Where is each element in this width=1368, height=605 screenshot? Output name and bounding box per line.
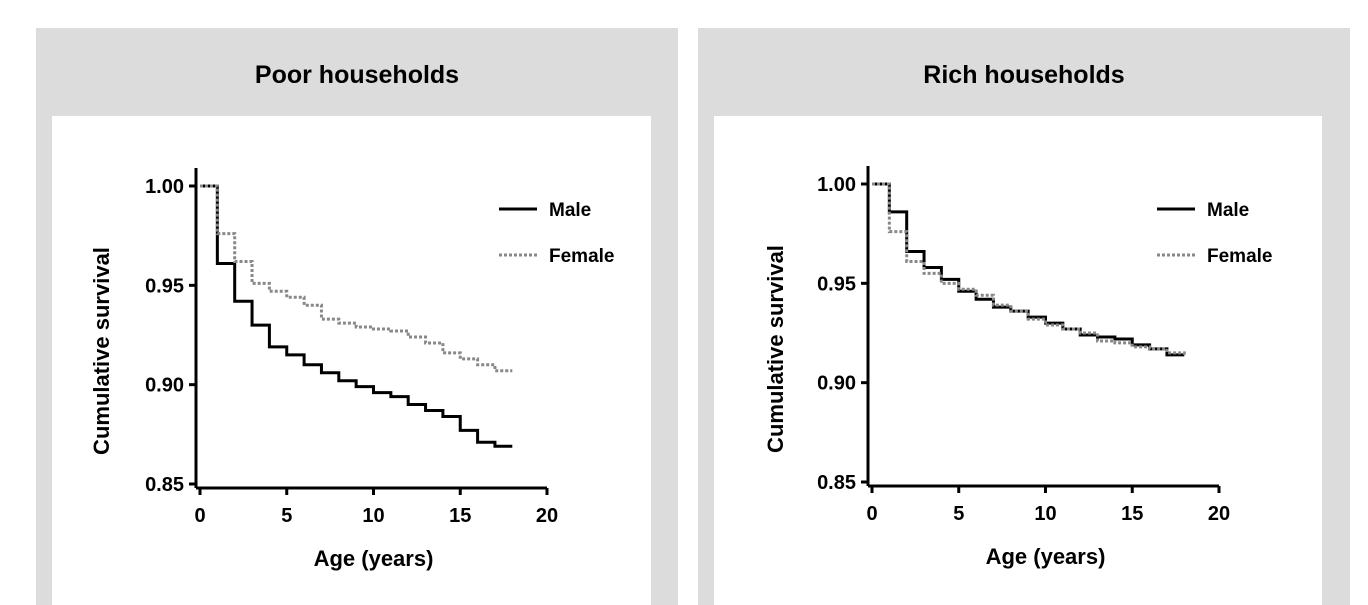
plot-area: 0 5 10 15 20 0.85 0.90 0.95 1.00 Age (years) Cumul… — [52, 116, 651, 605]
y-axis-title: Cumulative survival — [89, 247, 114, 455]
x-tick-label: 5 — [953, 503, 964, 525]
x-tick-label: 0 — [866, 503, 877, 525]
x-axis-title: Age (years) — [314, 546, 434, 571]
legend-label-female: Female — [549, 246, 614, 267]
chart-title: Rich households — [923, 61, 1125, 89]
y-tick-label: 0.95 — [145, 275, 184, 297]
y-tick-label: 0.95 — [817, 273, 856, 295]
x-tick-label: 5 — [281, 505, 292, 527]
legend-label-male: Male — [549, 200, 591, 221]
legend-label-female: Female — [1207, 246, 1272, 267]
y-tick-label: 0.90 — [817, 373, 856, 395]
series-line-male — [872, 182, 1185, 357]
chart-title: Poor households — [254, 61, 460, 89]
rich-households-chart: 0 5 10 15 20 0.85 0.90 0.95 1.00 Age (years) Cumul… — [763, 166, 1272, 569]
y-tick-label: 1.00 — [817, 174, 856, 196]
series-line-female — [200, 184, 513, 373]
x-tick-label: 20 — [1208, 503, 1230, 525]
y-tick-label: 1.00 — [145, 176, 184, 198]
x-tick-label: 10 — [1034, 503, 1056, 525]
y-axis-title: Cumulative survival — [763, 245, 788, 453]
x-tick-label: 0 — [194, 505, 205, 527]
y-tick-label: 0.85 — [817, 472, 856, 494]
series-line-male — [200, 184, 513, 448]
poor-households-panel: Poor households 0 5 10 15 20 0.85 0.90 0.95 1.00… — [36, 28, 678, 605]
plot-area: 0 5 10 15 20 0.85 0.90 0.95 1.00 Age (years) Cumul… — [714, 116, 1322, 605]
rich-households-panel: Rich households 0 5 10 15 20 0.85 0.90 0.95 1.00… — [698, 28, 1350, 605]
x-tick-label: 20 — [536, 505, 558, 527]
legend-label-male: Male — [1207, 200, 1249, 221]
y-tick-label: 0.85 — [145, 474, 184, 496]
poor-households-chart: 0 5 10 15 20 0.85 0.90 0.95 1.00 Age (years) Cumul… — [89, 168, 614, 571]
x-axis-title: Age (years) — [986, 544, 1106, 569]
x-tick-label: 10 — [362, 505, 384, 527]
x-tick-label: 15 — [449, 505, 471, 527]
y-tick-label: 0.90 — [145, 375, 184, 397]
series-line-female — [872, 182, 1186, 355]
x-tick-label: 15 — [1121, 503, 1143, 525]
